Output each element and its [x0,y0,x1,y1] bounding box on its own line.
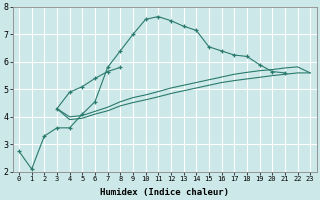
X-axis label: Humidex (Indice chaleur): Humidex (Indice chaleur) [100,188,229,197]
